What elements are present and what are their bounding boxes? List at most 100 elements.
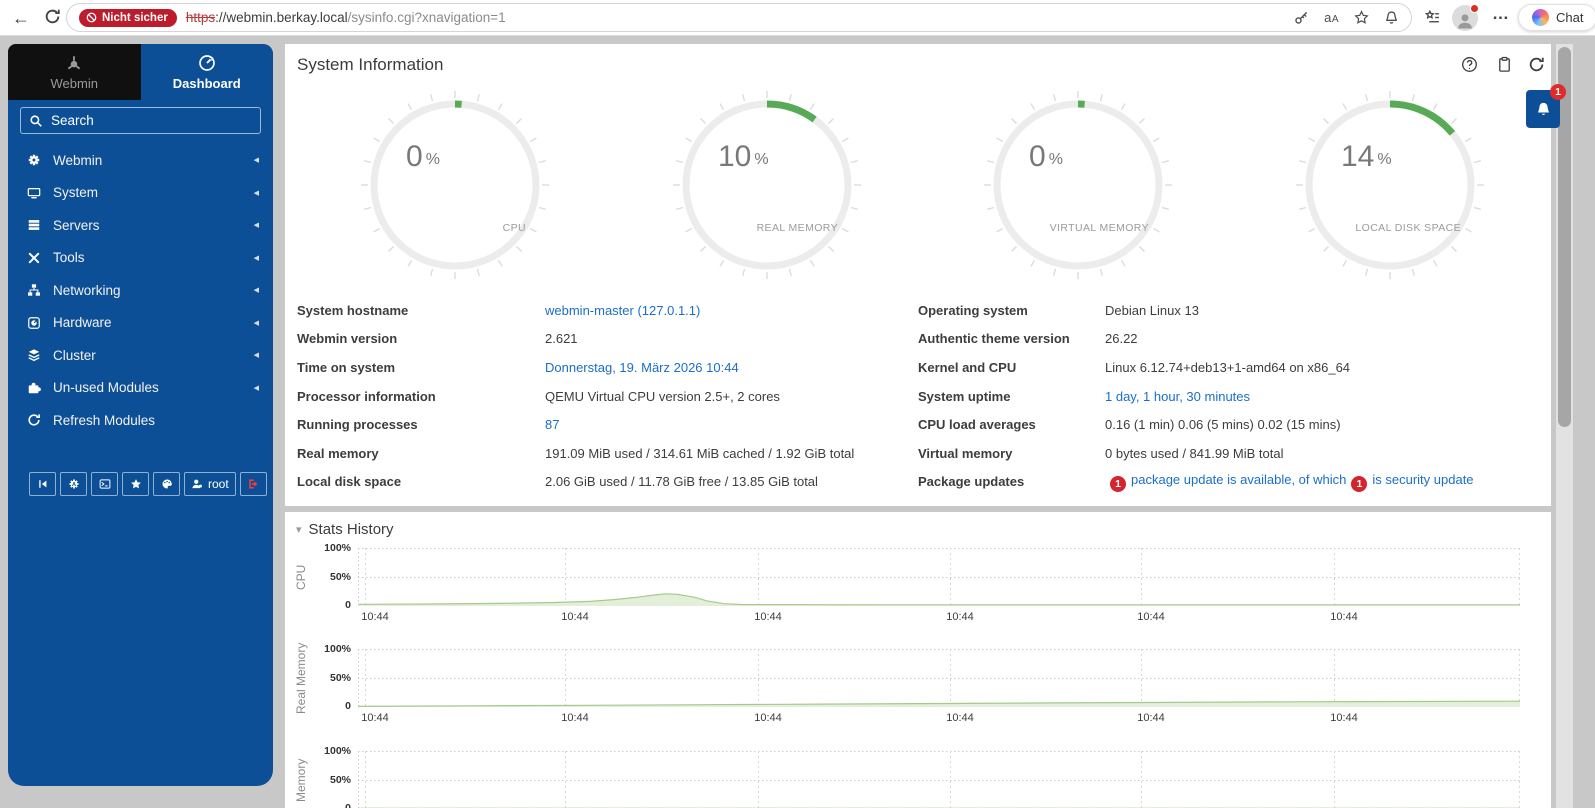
security-badge[interactable]: Nicht sicher xyxy=(79,8,177,27)
sidebar-item-label: Webmin xyxy=(53,152,103,168)
sidebar-item-hardware[interactable]: Hardware ◀ xyxy=(8,307,273,340)
security-update-link[interactable]: is security update xyxy=(1372,471,1474,487)
info-value-running-processes[interactable]: 87 xyxy=(545,417,560,433)
chevron-left-icon: ◀ xyxy=(253,222,259,230)
monitor-icon xyxy=(27,186,41,200)
webmin-logo-icon xyxy=(65,54,83,72)
help-icon[interactable] xyxy=(1461,56,1478,73)
y-tick-label: 0 xyxy=(345,700,351,712)
x-tick-label: 10:44 xyxy=(1330,712,1358,724)
x-tick-label: 10:44 xyxy=(754,712,782,724)
sidebar-item-label: Refresh Modules xyxy=(53,412,156,428)
sidebar-item-label: Servers xyxy=(53,217,100,233)
config-gear-icon: A xyxy=(68,478,80,490)
info-label-virtual-memory: Virtual memory xyxy=(918,445,1013,461)
theme-config-button[interactable]: A xyxy=(60,472,87,496)
security-badge-label: Nicht sicher xyxy=(102,11,168,24)
hardware-icon xyxy=(27,316,41,330)
sidebar-item-networking[interactable]: Networking ◀ xyxy=(8,274,273,307)
refresh-icon[interactable] xyxy=(1528,56,1545,73)
chevron-left-icon: ◀ xyxy=(253,384,259,392)
sidebar-item-tools[interactable]: Tools ◀ xyxy=(8,242,273,275)
chart-plot-memory xyxy=(358,751,1520,808)
gauge-cpu: 0% CPU xyxy=(360,90,550,280)
more-menu-icon[interactable]: … xyxy=(1492,4,1509,23)
logout-button[interactable] xyxy=(239,472,267,496)
x-tick-label: 10:44 xyxy=(946,712,974,724)
info-value-system-hostname[interactable]: webmin-master (127.0.1.1) xyxy=(545,302,701,318)
tools-icon xyxy=(27,251,41,265)
info-value-real-memory: 191.09 MiB used / 314.61 MiB cached / 1.… xyxy=(545,445,855,461)
reload-icon[interactable] xyxy=(44,8,61,25)
theme-palette-button[interactable] xyxy=(153,472,180,496)
page-scrollbar[interactable] xyxy=(1556,44,1573,808)
svg-text:REAL MEMORY: REAL MEMORY xyxy=(757,222,838,234)
chart-plot-real-memory xyxy=(357,649,1521,708)
info-label-package-updates: Package updates xyxy=(918,474,1025,490)
info-value-time-on-system[interactable]: Donnerstag, 19. März 2026 10:44 xyxy=(545,359,739,375)
y-tick-label: 100% xyxy=(324,542,351,554)
servers-icon xyxy=(27,218,41,232)
cluster-icon xyxy=(27,348,41,362)
url-text: https://webmin.berkay.local/sysinfo.cgi?… xyxy=(186,10,506,25)
sidebar-item-system[interactable]: System ◀ xyxy=(8,177,273,210)
not-secure-icon xyxy=(86,12,97,23)
package-update-link[interactable]: package update is available, of which xyxy=(1131,471,1347,487)
copilot-chat-button[interactable]: Chat xyxy=(1518,4,1595,31)
address-bar[interactable]: Nicht sicher https://webmin.berkay.local… xyxy=(66,3,1412,32)
collapse-caret-icon: ▾ xyxy=(296,524,302,536)
tab-webmin[interactable]: Webmin xyxy=(8,44,141,100)
favorites-button[interactable] xyxy=(122,472,149,496)
url-host: ://webmin.berkay.local xyxy=(215,10,348,25)
x-tick-label: 10:44 xyxy=(1137,611,1165,623)
tab-dashboard[interactable]: Dashboard xyxy=(140,44,273,100)
sidebar: Webmin Dashboard Webmin◀System◀Servers◀T… xyxy=(8,44,273,786)
collections-icon[interactable] xyxy=(1424,9,1441,26)
info-value-kernel-and-cpu: Linux 6.12.74+deb13+1-amd64 on x86_64 xyxy=(1105,359,1351,375)
profile-avatar[interactable] xyxy=(1452,4,1479,31)
terminal-button[interactable] xyxy=(91,472,118,496)
search-input[interactable] xyxy=(51,113,252,128)
info-label-kernel-and-cpu: Kernel and CPU xyxy=(918,359,1017,375)
clipboard-icon[interactable] xyxy=(1496,56,1513,73)
y-tick-label: 50% xyxy=(329,571,351,583)
info-value-processor-information: QEMU Virtual CPU version 2.5+, 2 cores xyxy=(545,388,780,404)
favorite-star-icon[interactable] xyxy=(1354,10,1369,25)
notifications-button[interactable]: 1 xyxy=(1526,84,1566,128)
info-label-system-uptime: System uptime xyxy=(918,388,1011,404)
bell-icon[interactable] xyxy=(1384,10,1399,25)
copilot-chat-label: Chat xyxy=(1556,10,1584,25)
x-tick-label: 10:44 xyxy=(361,712,389,724)
profile-notification-dot xyxy=(1470,4,1479,13)
sidebar-item-webmin[interactable]: Webmin ◀ xyxy=(8,144,273,177)
back-icon[interactable]: ← xyxy=(12,8,30,28)
x-tick-label: 10:44 xyxy=(561,611,589,623)
logged-user-button[interactable]: root xyxy=(184,472,236,496)
y-tick-label: 100% xyxy=(324,643,351,655)
search-box[interactable] xyxy=(20,107,261,134)
sidebar-item-cluster[interactable]: Cluster ◀ xyxy=(8,339,273,372)
svg-text:VIRTUAL MEMORY: VIRTUAL MEMORY xyxy=(1050,222,1149,234)
logged-user-label: root xyxy=(208,477,229,491)
info-label-cpu-load-averages: CPU load averages xyxy=(918,417,1036,433)
info-label-real-memory: Real memory xyxy=(297,445,379,461)
x-tick-label: 10:44 xyxy=(946,611,974,623)
info-value-system-uptime[interactable]: 1 day, 1 hour, 30 minutes xyxy=(1105,388,1251,404)
stats-history-header[interactable]: ▾ Stats History xyxy=(296,521,394,538)
sidebar-item-un-used-modules[interactable]: Un-used Modules ◀ xyxy=(8,372,273,405)
info-label-webmin-version: Webmin version xyxy=(297,331,398,347)
chevron-left-icon: ◀ xyxy=(253,319,259,327)
gauge-virtual-memory: 0% VIRTUAL MEMORY xyxy=(983,90,1173,280)
password-key-icon[interactable] xyxy=(1294,10,1309,25)
scrollbar-thumb[interactable] xyxy=(1558,47,1571,427)
sidebar-item-servers[interactable]: Servers ◀ xyxy=(8,209,273,242)
sidebar-item-refresh-modules[interactable]: Refresh Modules xyxy=(8,404,273,437)
palette-icon xyxy=(161,478,173,490)
info-value-local-disk-space: 2.06 GiB used / 11.78 GiB free / 13.85 G… xyxy=(545,474,818,490)
y-tick-label: 50% xyxy=(329,774,351,786)
translate-icon[interactable]: aA xyxy=(1324,10,1339,25)
chart-plot-cpu xyxy=(357,548,1520,607)
collapse-sidebar-button[interactable] xyxy=(29,472,56,496)
sidebar-item-label: Tools xyxy=(53,250,85,266)
chevron-left-icon: ◀ xyxy=(253,189,259,197)
